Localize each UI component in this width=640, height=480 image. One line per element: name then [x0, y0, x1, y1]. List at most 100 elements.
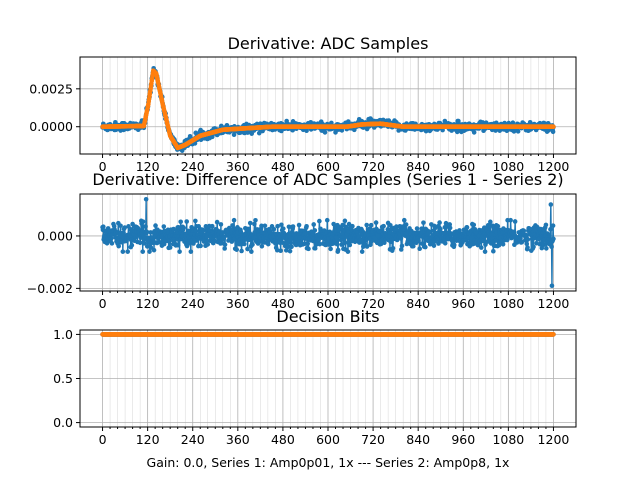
data-point	[390, 245, 396, 251]
data-point	[322, 130, 328, 135]
data-point	[304, 223, 309, 229]
data-point	[198, 243, 203, 249]
x-tick-label: 1080	[492, 296, 524, 311]
y-tick-label: 1.0	[53, 327, 73, 342]
x-tick-label: 1080	[492, 159, 524, 174]
x-tick-label: 240	[181, 159, 205, 174]
data-point	[147, 249, 152, 254]
data-point	[290, 224, 296, 229]
chart-title: Derivative: ADC Samples	[228, 34, 429, 53]
data-point	[137, 240, 143, 246]
data-point	[177, 249, 182, 254]
x-tick-label: 240	[181, 432, 205, 447]
y-tick-label: −0.002	[27, 281, 73, 296]
data-point	[350, 223, 355, 229]
x-tick-label: 240	[181, 296, 205, 311]
y-tick-label: 0.000	[37, 228, 73, 243]
data-point	[161, 224, 167, 229]
data-point	[359, 249, 365, 254]
x-tick-label: 720	[361, 432, 385, 447]
data-point	[143, 196, 149, 202]
data-point	[312, 228, 318, 233]
data-point	[241, 241, 247, 247]
data-point	[401, 217, 407, 223]
data-point	[544, 246, 549, 251]
data-point	[311, 222, 317, 227]
data-point	[373, 220, 379, 225]
data-point	[347, 242, 353, 248]
data-point	[368, 222, 374, 228]
series-series-2	[100, 68, 556, 151]
data-point	[399, 243, 405, 249]
data-point	[451, 242, 457, 248]
data-point	[304, 128, 309, 134]
data-point	[253, 217, 258, 223]
data-point	[479, 245, 484, 250]
data-point	[120, 249, 126, 254]
data-point	[140, 249, 146, 254]
data-point	[549, 244, 554, 249]
data-point	[259, 243, 265, 249]
data-point	[464, 225, 470, 230]
x-tick-label: 0	[99, 296, 107, 311]
data-point	[249, 249, 254, 254]
data-point	[334, 241, 340, 247]
y-tick-label: 0.0	[53, 415, 73, 430]
data-point	[222, 242, 228, 247]
data-point	[549, 283, 555, 289]
x-tick-label: 600	[316, 432, 340, 447]
data-point	[471, 222, 477, 228]
x-tick-label: 120	[136, 159, 160, 174]
data-point	[181, 225, 187, 231]
y-tick-label: 0.5	[53, 371, 73, 386]
data-point	[525, 237, 531, 242]
data-point	[247, 220, 253, 226]
data-point	[437, 220, 442, 225]
x-tick-label: 1200	[538, 432, 570, 447]
data-point	[456, 118, 461, 124]
data-point	[345, 249, 351, 254]
x-tick-label: 960	[451, 296, 475, 311]
x-tick-label: 960	[451, 159, 475, 174]
data-point	[287, 248, 293, 254]
data-point	[289, 244, 294, 250]
data-point	[178, 219, 183, 225]
data-point	[551, 124, 556, 130]
x-tick-label: 360	[226, 296, 250, 311]
data-point	[140, 219, 146, 224]
data-point	[426, 230, 432, 235]
y-tick-label: 0.0000	[29, 119, 73, 134]
x-tick-label: 0	[99, 432, 107, 447]
data-point	[296, 222, 302, 228]
data-point	[416, 238, 421, 244]
data-point	[188, 249, 194, 254]
x-tick-label: 120	[136, 432, 160, 447]
data-point	[324, 217, 330, 223]
data-point	[398, 236, 404, 241]
data-point	[118, 223, 123, 229]
x-tick-label: 0	[99, 159, 107, 174]
data-point	[345, 119, 351, 124]
x-tick-label: 840	[406, 159, 430, 174]
data-point	[525, 245, 530, 250]
x-tick-label: 120	[136, 296, 160, 311]
data-point	[438, 226, 443, 232]
data-point	[143, 224, 148, 229]
data-point	[508, 217, 513, 223]
data-point	[153, 223, 158, 228]
data-point	[495, 223, 501, 229]
data-point	[471, 130, 477, 135]
data-point	[109, 241, 115, 246]
data-point	[423, 244, 428, 250]
data-point	[403, 222, 409, 227]
x-tick-label: 840	[406, 432, 430, 447]
data-point	[218, 222, 224, 227]
x-tick-label: 480	[271, 159, 295, 174]
data-point	[262, 223, 268, 229]
data-point	[230, 223, 235, 228]
data-point	[421, 220, 426, 225]
data-point	[129, 242, 135, 248]
data-point	[442, 241, 448, 246]
data-point	[381, 223, 386, 229]
data-point	[239, 248, 244, 254]
